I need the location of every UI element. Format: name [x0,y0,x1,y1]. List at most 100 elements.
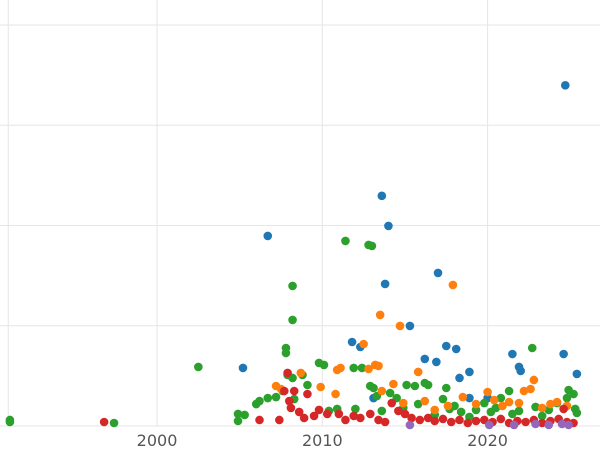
data-point [529,375,539,385]
data-point [572,369,582,379]
data-point [455,373,464,383]
data-point [364,364,373,374]
data-point [441,383,451,393]
data-points [5,81,582,430]
data-point [430,405,440,415]
data-point [562,393,572,403]
data-point [394,406,403,416]
data-point [484,420,494,430]
data-point [359,339,368,349]
data-point [303,380,312,390]
data-point [508,349,517,359]
data-point [438,394,448,404]
data-point [374,361,383,371]
data-point [471,399,481,409]
data-point [341,415,350,425]
data-point [420,354,430,364]
data-point [296,368,306,378]
data-point [255,415,264,425]
data-point [537,411,547,421]
data-point [491,403,501,413]
data-point [316,382,325,392]
data-point [564,420,573,430]
data-point [255,396,264,406]
data-point [385,388,395,398]
data-point [314,405,324,415]
data-point [559,404,568,414]
series-0 [238,81,582,403]
data-point [309,411,319,421]
data-point [504,386,514,396]
data-point [99,417,109,427]
data-point [240,410,249,420]
data-point [375,310,385,320]
data-point [377,191,387,201]
data-point [509,420,519,430]
data-point [347,337,357,347]
data-point [438,414,448,424]
data-point [560,81,570,90]
data-point [471,405,481,415]
data-point [194,362,203,372]
data-point [303,389,312,399]
data-point [367,241,377,251]
data-point [519,386,529,396]
data-point [415,415,425,425]
series-4 [405,419,573,430]
data-point [465,367,474,377]
data-point [349,411,359,421]
data-point [441,341,451,351]
data-point [369,383,378,393]
data-point [380,279,390,289]
data-point [407,413,416,423]
x-tick-label: 2020 [467,431,508,450]
data-point [508,409,517,419]
series-3 [99,368,578,428]
data-point [357,363,367,373]
data-point [395,321,405,331]
data-point [456,407,466,417]
data-point [374,415,383,425]
data-point [356,413,365,423]
data-point [521,417,530,427]
data-point [471,416,481,426]
data-point [557,419,567,429]
data-point [271,392,281,402]
data-point [233,409,243,419]
data-point [526,384,535,394]
data-point [331,389,340,399]
data-point [289,386,299,396]
data-point [544,420,554,430]
data-point [294,407,304,417]
data-point [413,399,423,409]
data-point [351,404,360,414]
data-point [263,231,273,241]
data-point [279,386,289,396]
data-point [504,397,514,407]
x-tick-label: 2010 [302,431,343,450]
data-point [283,368,292,378]
data-point [451,344,461,354]
data-point [263,393,273,403]
data-point [420,396,430,406]
data-point [531,402,540,412]
x-axis-ticks: 2000 2010 2020 [137,431,508,450]
data-point [433,268,443,278]
data-point [281,348,291,358]
data-point [349,363,359,373]
data-point [365,409,375,419]
data-point [423,380,433,390]
data-point [432,357,441,367]
data-point [286,403,296,413]
data-point [377,406,387,416]
series-2 [271,280,572,415]
data-point [496,393,506,403]
data-point [423,413,433,423]
grid [0,0,600,427]
data-point [410,381,420,391]
data-point [389,379,398,389]
data-point [483,387,492,397]
data-point [496,414,506,424]
data-point [448,280,458,290]
